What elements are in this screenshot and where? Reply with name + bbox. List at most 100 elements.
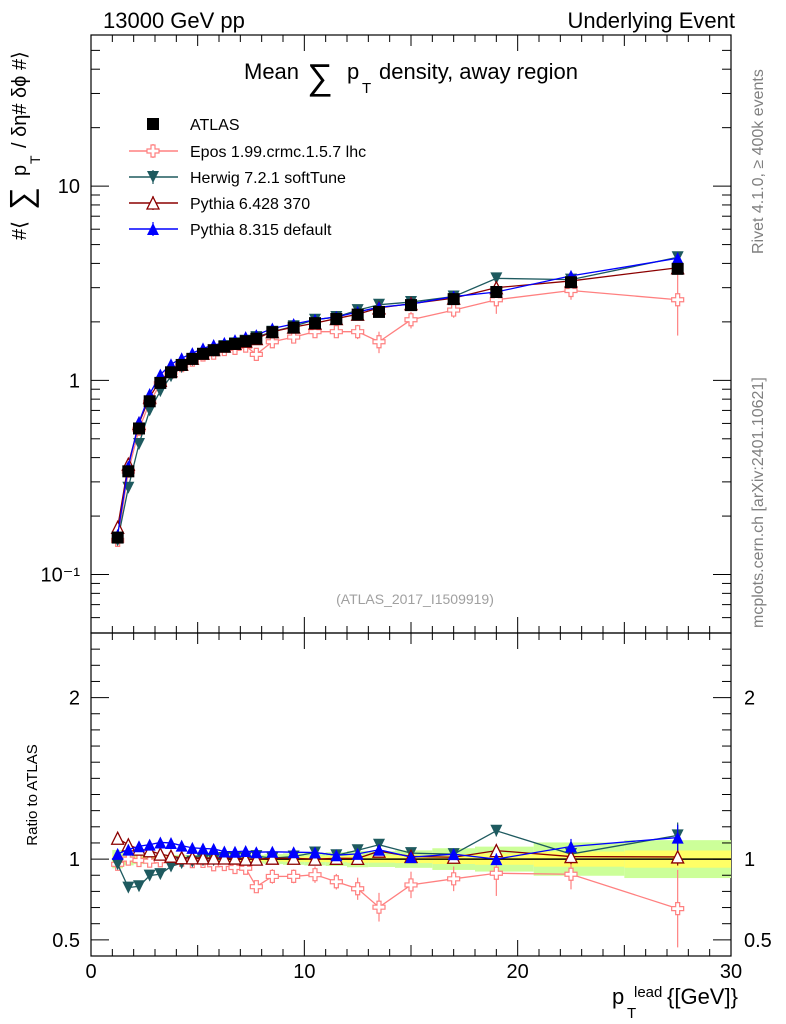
data-point	[133, 438, 145, 451]
title-main: Mean	[244, 59, 299, 84]
ratio-point	[110, 830, 125, 845]
ratio-point	[309, 846, 321, 859]
ratio-point	[373, 843, 385, 856]
ratio-point	[565, 840, 577, 853]
ratio-point	[174, 850, 189, 865]
ratio-point	[287, 869, 301, 883]
data-point	[564, 283, 578, 298]
data-point	[229, 337, 241, 350]
ratio-frame	[90, 632, 732, 957]
data-point	[207, 344, 220, 357]
ratio-point	[447, 848, 460, 861]
series-line	[117, 256, 678, 541]
xlabel-unit: {[GeV]}	[667, 984, 738, 1009]
data-point	[122, 465, 135, 478]
data-point	[329, 325, 343, 339]
data-point	[490, 285, 503, 298]
ylabel-p: p	[9, 165, 31, 176]
ratio-point	[133, 840, 145, 853]
ylabel-t: T	[27, 155, 43, 164]
legend-label: Epos 1.99.crmc.1.5.7 lhc	[190, 144, 366, 161]
ratio-point	[249, 851, 264, 866]
ratio-tick-label-right: 1	[744, 849, 755, 871]
data-point	[239, 335, 252, 348]
data-point	[197, 347, 209, 360]
data-point	[330, 312, 343, 325]
title-tail: density, away region	[379, 59, 578, 84]
legend-label: Pythia 6.428 370	[190, 196, 310, 213]
axis-ticks: 0 10 20 30 10⁻¹ 1 10 0.5 0.5 1 1 2 2	[41, 34, 772, 983]
data-point	[154, 376, 167, 389]
xlabel-p: p	[612, 984, 624, 1009]
ratio-point	[670, 849, 685, 864]
data-point	[671, 262, 684, 275]
ratio-point	[329, 875, 343, 889]
ratio-point	[239, 844, 252, 857]
ratio-point	[154, 836, 167, 849]
data-point	[309, 317, 321, 330]
y-axis-label: #⟨ ∑ p T / δη# δϕ #⟩	[3, 51, 43, 240]
ratio-point	[229, 845, 241, 858]
legend-marker	[147, 118, 159, 130]
ratio-point	[490, 853, 503, 866]
xlabel-lead: lead	[634, 984, 662, 1001]
main-frame	[90, 34, 732, 634]
ratio-y-label: Ratio to ATLAS	[24, 744, 41, 845]
ratio-point	[447, 872, 461, 886]
ratio-point	[265, 869, 279, 884]
ratio-point	[197, 842, 209, 855]
data-point	[265, 335, 279, 349]
data-point	[133, 422, 145, 435]
ratio-point	[228, 860, 242, 875]
ratio-point	[404, 878, 418, 892]
data-point	[565, 276, 577, 289]
analysis-label: (ATLAS_2017_I1509919)	[336, 591, 494, 607]
data-point	[671, 252, 684, 265]
data-point	[405, 299, 417, 312]
data-point	[404, 313, 418, 327]
header-right: Underlying Event	[567, 8, 735, 33]
ratio-point	[111, 858, 124, 871]
y-tick-label: 10⁻¹	[41, 565, 81, 587]
ratio-point	[142, 843, 157, 858]
ylabel-post: / δη# δϕ #⟩	[9, 51, 31, 148]
data-point	[111, 531, 124, 544]
ratio-tick-label-left: 0.5	[52, 930, 80, 952]
ratio-tick-label-right: 0.5	[744, 930, 772, 952]
ratio-point	[266, 845, 279, 858]
ratio-point	[563, 849, 579, 864]
data-point	[447, 303, 461, 317]
ratio-point	[153, 846, 168, 861]
ratio-point	[671, 902, 685, 916]
legend-marker	[147, 223, 159, 235]
data-point	[143, 404, 156, 417]
ratio-tick-label-left: 2	[69, 688, 80, 710]
data-point	[351, 308, 364, 321]
ratio-tick-label-right: 2	[744, 688, 755, 710]
legend-marker	[147, 171, 159, 183]
series-0	[111, 262, 684, 544]
data-point	[165, 366, 177, 379]
ratio-point	[265, 850, 280, 865]
ratio-point	[165, 836, 177, 849]
ratio-point	[351, 882, 365, 896]
data-point	[287, 330, 301, 344]
ratio-point	[122, 843, 135, 856]
ylabel-pre: #⟨	[9, 221, 31, 240]
ratio-point	[206, 850, 221, 865]
data-point	[373, 305, 385, 318]
ratio-point	[121, 852, 135, 866]
ratio-point	[286, 850, 301, 865]
series-4	[111, 252, 684, 866]
ratio-point	[132, 853, 146, 868]
ratio-point	[239, 861, 253, 875]
rivet-label: Rivet 4.1.0, ≥ 400k events	[750, 69, 767, 254]
series-2	[111, 251, 684, 894]
legend-marker	[146, 144, 160, 158]
legend-label: Herwig 7.2.1 softTune	[190, 170, 346, 187]
ratio-point	[238, 851, 253, 866]
ratio-point	[218, 845, 231, 858]
ratio-point	[111, 847, 124, 860]
ratio-point	[227, 850, 243, 865]
